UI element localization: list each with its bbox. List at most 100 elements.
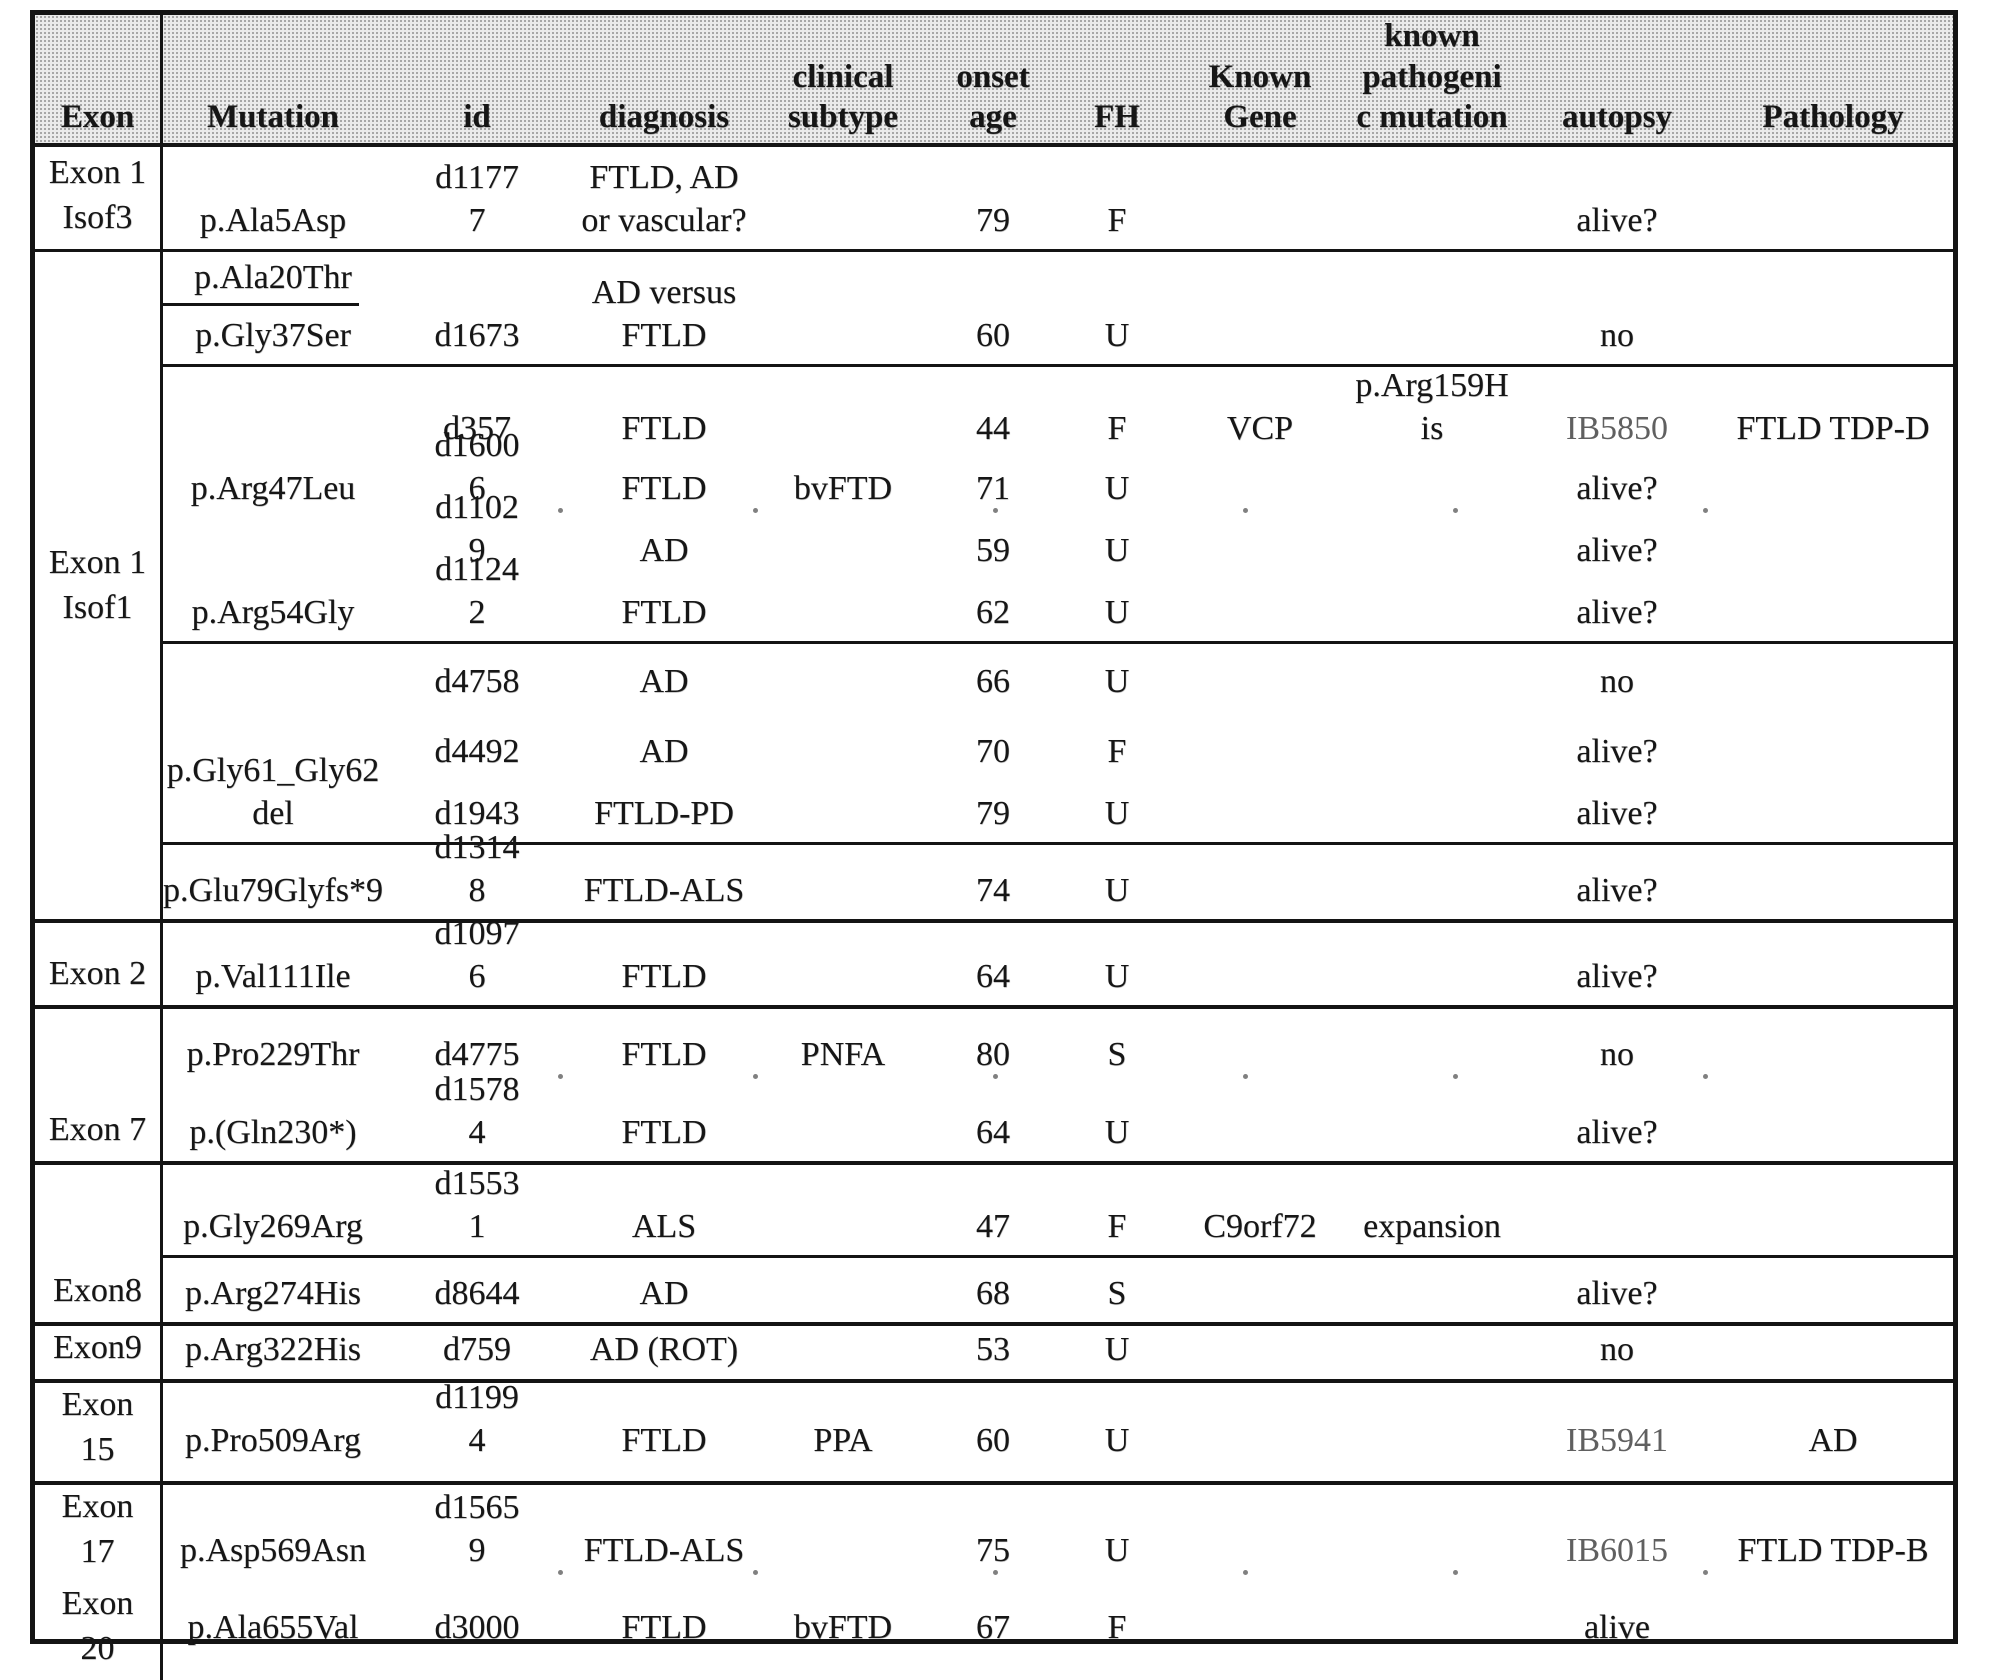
- cell-mutation: p.Ala655Val: [187, 1608, 359, 1646]
- cell-id: d1102 9: [435, 488, 519, 570]
- cell-id: d1177 7: [435, 158, 519, 240]
- cell-mutation: p.Ala20Thr: [194, 259, 352, 297]
- column-header-pathology: Pathology: [1762, 98, 1904, 135]
- cell-id: d1673: [434, 317, 520, 355]
- cell-onset: 74: [976, 872, 1010, 910]
- cell-subtype: [757, 1485, 929, 1579]
- cell-diagnosis: AD (ROT): [589, 1331, 739, 1369]
- column-header-clinical-subtype: clinical subtype: [787, 58, 899, 135]
- cell-subtype: PPA: [813, 1422, 873, 1460]
- cell-fh: F: [1107, 410, 1127, 448]
- table-row: p.Gly61_Gly62 del d1943 FTLD-PD 79 U ali…: [163, 751, 1953, 845]
- cell-fh: U: [1104, 594, 1130, 632]
- group-exon7: Exon 7 p.Pro229Thr d4775 FTLD PNFA 80 S …: [35, 1009, 1953, 1165]
- cell-mutation: p.Gly61_Gly62 del: [166, 751, 380, 833]
- exon-cell: Exon 1 Isof1: [35, 252, 163, 919]
- cell-pathology: [1713, 517, 1953, 579]
- group-exon8: Exon8 p.Gly269Arg d1553 1 ALS 47 F C9orf…: [35, 1165, 1953, 1326]
- cell-diagnosis: AD: [639, 1275, 689, 1313]
- column-header-known-pathogenic-mutation: known pathogeni c mutation: [1356, 18, 1508, 135]
- cell-autopsy: no: [1600, 663, 1634, 701]
- cell-pathogenic: [1343, 1083, 1521, 1161]
- column-header-autopsy: autopsy: [1561, 98, 1673, 135]
- cell-autopsy: alive?: [1576, 202, 1658, 240]
- cell-onset: [929, 252, 1057, 306]
- cell-fh: [1057, 252, 1177, 306]
- table-row: p.Glu79Glyfs*9 d1314 8 FTLD-ALS 74 U ali…: [162, 828, 1953, 919]
- cell-fh: F: [1107, 1208, 1127, 1246]
- table-row: p.Gly37Ser d1673 AD versus FTLD 60 U no: [163, 274, 1953, 367]
- scan-noise-dot: [1243, 1074, 1248, 1079]
- cell-fh: U: [1104, 872, 1130, 910]
- column-header-diagnosis: diagnosis: [598, 98, 730, 135]
- group-exon9: Exon9 p.Arg322His d759 AD (ROT) 53 U no: [35, 1326, 1953, 1383]
- cell-onset: 60: [976, 317, 1010, 355]
- cell-pathology: [1713, 1326, 1953, 1378]
- cell-pathogenic: [1343, 579, 1521, 641]
- scan-noise-dot: [1703, 508, 1708, 513]
- cell-subtype: PNFA: [800, 1036, 886, 1074]
- cell-autopsy: IB5941: [1566, 1422, 1668, 1460]
- cell-fh: U: [1104, 532, 1130, 570]
- cell-autopsy: alive?: [1576, 1114, 1658, 1152]
- cell-subtype: [757, 367, 929, 457]
- cell-mutation: p.Gly269Arg: [183, 1208, 363, 1246]
- cell-autopsy: no: [1600, 1331, 1634, 1369]
- cell-gene: [1177, 457, 1343, 517]
- cell-onset: 44: [976, 410, 1010, 448]
- cell-fh: U: [1104, 795, 1130, 833]
- cell-diagnosis: FTLD: [621, 1422, 707, 1460]
- cell-fh: U: [1104, 1532, 1130, 1570]
- cell-diagnosis: AD: [639, 663, 689, 701]
- group-exon2: Exon 2 p.Val111Ile d1097 6 FTLD 64 U ali…: [35, 914, 1953, 1009]
- cell-fh: U: [1104, 470, 1130, 508]
- cell-id: d357: [443, 410, 511, 448]
- cell-pathogenic: [1343, 457, 1521, 517]
- cell-pathology: [1713, 1258, 1953, 1322]
- cell-pathogenic: [1343, 644, 1521, 710]
- column-header-fh: FH: [1094, 98, 1140, 135]
- cell-id: d4775: [434, 1036, 520, 1074]
- exon-cell: Exon 17: [35, 1484, 163, 1583]
- cell-mutation: p.Glu79Glyfs*9: [162, 872, 384, 910]
- cell-pathogenic: [1343, 1383, 1521, 1469]
- cell-subtype: [757, 710, 929, 780]
- cell-onset: 68: [976, 1275, 1010, 1313]
- cell-id: d1097 6: [434, 914, 520, 996]
- cell-id: [383, 252, 571, 306]
- cell-onset: 59: [976, 532, 1010, 570]
- cell-pathogenic: [1343, 780, 1521, 842]
- cell-id: d1199 4: [435, 1378, 519, 1460]
- cell-diagnosis: FTLD-ALS: [583, 1532, 745, 1570]
- cell-autopsy: [1521, 1165, 1713, 1255]
- cell-mutation: p.Arg274His: [185, 1275, 361, 1313]
- cell-mutation: p.Pro509Arg: [185, 1422, 361, 1460]
- cell-subtype: bvFTD: [793, 470, 893, 508]
- cell-onset: 62: [976, 594, 1010, 632]
- group-exon1-isof1: Exon 1 Isof1 p.Ala20Thr p.Gly37Ser d1673…: [35, 252, 1953, 923]
- cell-id: d1314 8: [434, 828, 520, 910]
- cell-mutation: p.(Gln230*): [189, 1114, 357, 1152]
- scan-noise-dot: [1243, 508, 1248, 513]
- cell-pathology: [1713, 845, 1953, 919]
- scan-noise-dot: [1453, 1074, 1458, 1079]
- cell-onset: 79: [976, 795, 1010, 833]
- cell-id: d1578 4: [434, 1070, 520, 1152]
- cell-id: d4758: [434, 663, 520, 701]
- cell-gene: [1177, 1258, 1343, 1322]
- cell-subtype: [757, 644, 929, 710]
- cell-gene: [1177, 579, 1343, 641]
- cell-mutation: [163, 517, 383, 579]
- cell-diagnosis: AD: [639, 532, 689, 570]
- cell-gene: [1177, 923, 1343, 1005]
- cell-diagnosis: FTLD, AD or vascular?: [581, 158, 747, 240]
- table-row: p.Ala655Val d3000 FTLD bvFTD 67 F alive: [163, 1582, 1953, 1655]
- cell-subtype: [757, 517, 929, 579]
- cell-autopsy: alive?: [1576, 1275, 1658, 1313]
- cell-gene: [1177, 780, 1343, 842]
- scan-noise-dot: [1453, 508, 1458, 513]
- cell-onset: 66: [976, 663, 1010, 701]
- table-row: p.Arg274His d8644 AD 68 S alive?: [163, 1258, 1953, 1322]
- cell-autopsy: no: [1600, 1036, 1634, 1074]
- cell-autopsy: alive?: [1576, 872, 1658, 910]
